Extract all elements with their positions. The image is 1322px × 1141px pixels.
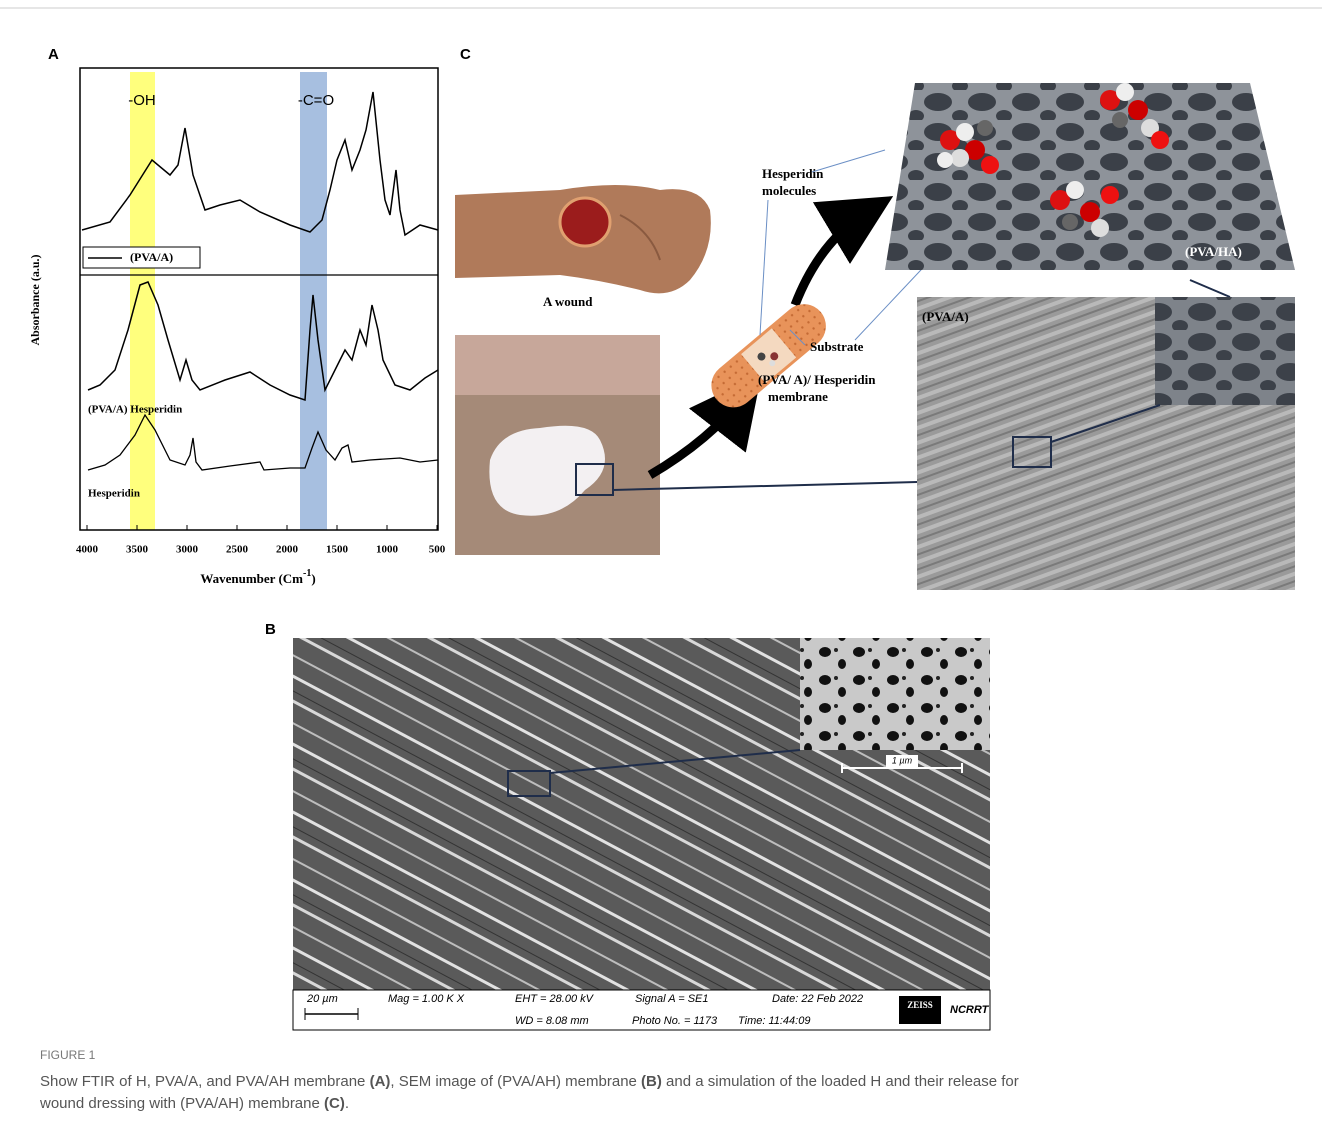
x-axis-label-exponent: -1: [303, 568, 311, 579]
panel-c: C A wound Hesperidin molecules Substrate…: [455, 46, 1295, 590]
x-axis-label: Wavenumber (Cm-1): [200, 568, 315, 586]
pointer: [760, 200, 768, 335]
caption-line: wound dressing with (PVA/AH) membrane (C…: [39, 1095, 349, 1112]
membrane-label: membrane: [768, 389, 828, 404]
panel-label: C: [460, 46, 471, 63]
wound-label: A wound: [543, 294, 593, 309]
mesh-label: (PVA/HA): [1185, 244, 1242, 259]
membrane-label: (PVA/ A)/ Hesperidin: [758, 372, 876, 387]
sem-label: (PVA/A): [922, 309, 969, 324]
molecules-label: molecules: [762, 183, 816, 198]
y-axis-label: Absorbance (a.u.): [28, 254, 42, 345]
x-tick-label: 1500: [326, 544, 349, 556]
caption-text: wound dressing with (PVA/AH) membrane: [39, 1095, 324, 1112]
x-tick-label: 2000: [276, 544, 299, 556]
x-tick-label: 500: [429, 544, 446, 556]
info-text: Time: 11:44:09: [738, 1015, 810, 1027]
info-text: NCRRT: [950, 1004, 990, 1016]
band-label: -C=O: [298, 92, 334, 109]
info-text: Mag = 1.00 K X: [388, 993, 465, 1005]
x-axis-label-text: Wavenumber (Cm: [200, 571, 303, 586]
oh-band: [130, 72, 155, 530]
caption-text: (C): [324, 1095, 345, 1112]
x-tick-label: 3500: [126, 544, 149, 556]
curve-label: (PVA/A) Hesperidin: [88, 404, 182, 416]
substrate-label: Substrate: [810, 339, 864, 354]
x-axis-label-end: ): [311, 571, 315, 586]
sem-inset-pores: [1155, 297, 1295, 405]
figure-page: A -OH -C=O (PVA/A) (PVA/A) Hesperidin He…: [0, 0, 1322, 1136]
info-text: Signal A = SE1: [635, 993, 708, 1005]
panel-a: A -OH -C=O (PVA/A) (PVA/A) Hesperidin He…: [28, 46, 446, 586]
info-text: Date: 22 Feb 2022: [772, 993, 863, 1005]
caption-text: and a simulation of the loaded H and the…: [662, 1073, 1019, 1090]
info-text: WD = 8.08 mm: [515, 1015, 589, 1027]
caption-text: (B): [641, 1073, 662, 1090]
legend-label: (PVA/A): [130, 250, 173, 264]
scale-label: 1 µm: [892, 755, 913, 765]
logo-text: ZEISS: [907, 1000, 933, 1010]
panel-label: A: [48, 46, 59, 63]
caption: Show FTIR of H, PVA/A, and PVA/AH membra…: [39, 1073, 1019, 1112]
band-label: -OH: [128, 92, 156, 109]
caption-text: (A): [370, 1073, 391, 1090]
caption-text: .: [345, 1095, 349, 1112]
info-text: EHT = 28.00 kV: [515, 993, 595, 1005]
x-tick-label: 3000: [176, 544, 199, 556]
curve-label: Hesperidin: [88, 488, 140, 500]
x-tick-label: 4000: [76, 544, 99, 556]
zoom-line: [1190, 280, 1230, 297]
panel-b: B 1 µm 20 µm Mag = 1.00 K X EHT = 28.00 …: [265, 621, 990, 1030]
caption-text: Show FTIR of H, PVA/A, and PVA/AH membra…: [40, 1073, 370, 1090]
x-tick-label: 1000: [376, 544, 399, 556]
info-text: 20 µm: [306, 993, 338, 1005]
mesh-illustration: [885, 83, 1295, 270]
caption-line: Show FTIR of H, PVA/A, and PVA/AH membra…: [40, 1073, 1019, 1090]
arrow: [795, 210, 870, 305]
x-tick-label: 2500: [226, 544, 249, 556]
caption-text: , SEM image of (PVA/AH) membrane: [390, 1073, 641, 1090]
sem-inset: [800, 638, 990, 750]
pointer: [812, 150, 885, 172]
info-text: Photo No. = 1173: [632, 1015, 718, 1027]
figure-label: FIGURE 1: [40, 1048, 96, 1062]
photo-skin: [455, 335, 660, 395]
wound: [560, 198, 610, 246]
panel-label: B: [265, 621, 276, 638]
molecules-label: Hesperidin: [762, 166, 824, 181]
